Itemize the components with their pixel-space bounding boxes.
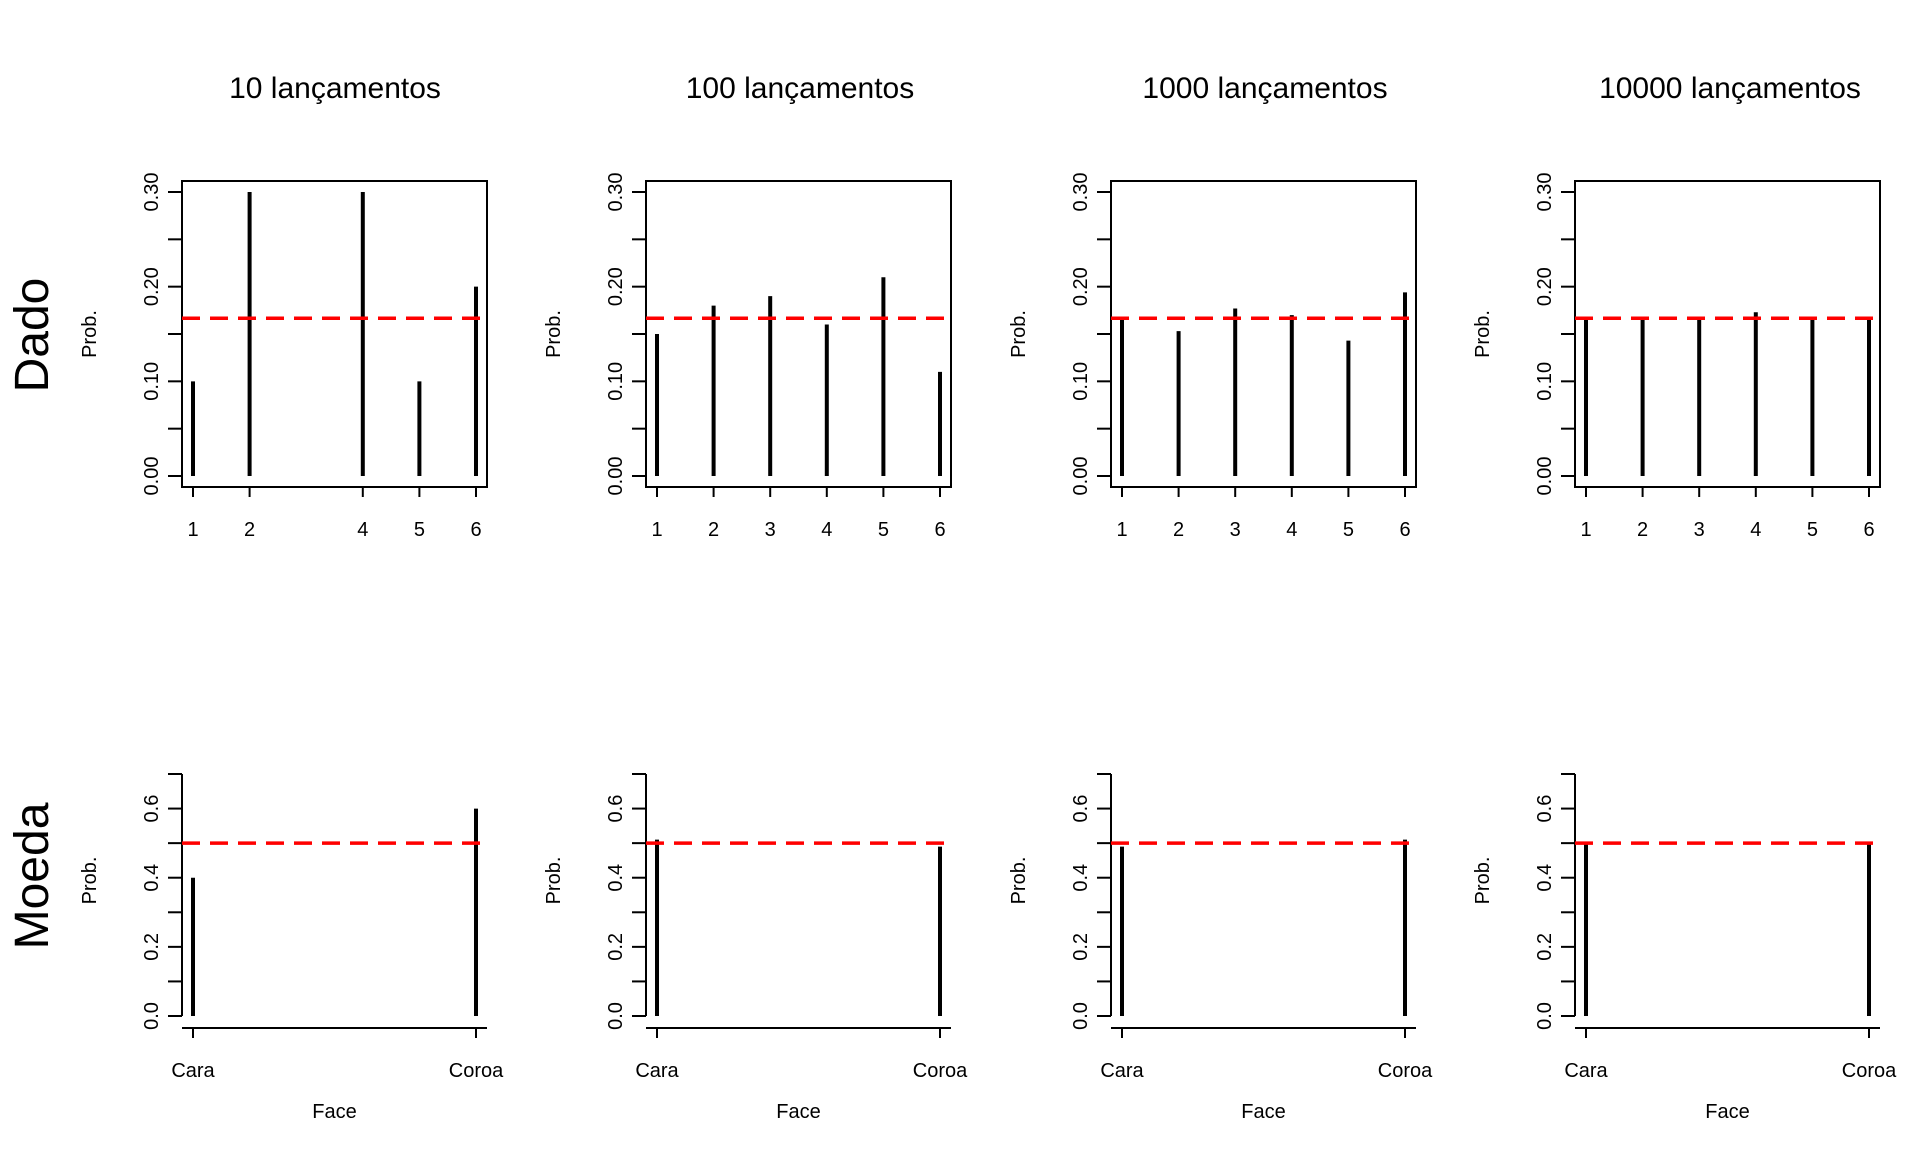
panel-moeda-4: 0.0 0.2 0.4 0.6 Prob. Cara Coroa Face: [1472, 773, 1897, 1123]
y-tick-label: 0.0: [1534, 1002, 1556, 1030]
plot-frame: [181, 180, 488, 488]
x-tick-label: Cara: [635, 1060, 679, 1082]
y-tick-label: 0.00: [1070, 457, 1092, 496]
x-tick-label: 6: [1399, 519, 1410, 541]
panel-dado-3: 0.00 0.10 0.20 0.30 Prob. 1 2 3 4 5 6: [1008, 173, 1417, 541]
x-tick-label: Coroa: [1842, 1060, 1897, 1082]
y-tick-label: 0.2: [605, 933, 627, 961]
y-tick-label: 0.6: [141, 795, 163, 823]
y-tick-label: 0.0: [141, 1002, 163, 1030]
x-tick-label: 2: [244, 519, 255, 541]
row-label-dado: Dado: [6, 278, 59, 393]
y-axis-label: Prob.: [543, 310, 565, 358]
x-tick-label: 4: [821, 519, 832, 541]
panel-dado-2: 0.00 0.10 0.20 0.30 Prob. 1 2 3 4 5 6: [543, 173, 952, 541]
plot-frame: [1574, 180, 1881, 488]
y-tick-label: 0.2: [1070, 933, 1092, 961]
y-tick-label: 0.30: [605, 173, 627, 212]
plot-frame: [645, 180, 952, 488]
y-tick-label: 0.4: [141, 864, 163, 892]
y-tick-label: 0.00: [1534, 457, 1556, 496]
y-tick-label: 0.4: [605, 864, 627, 892]
column-title-100: 100 lançamentos: [686, 72, 915, 105]
x-tick-label: 4: [1750, 519, 1761, 541]
row-labels: Dado Moeda: [6, 278, 59, 950]
x-tick-label: 1: [187, 519, 198, 541]
column-title-10: 10 lançamentos: [229, 72, 441, 105]
plot-frame: [1110, 180, 1417, 488]
y-axis-label: Prob.: [1472, 310, 1494, 358]
y-tick-label: 0.4: [1534, 864, 1556, 892]
column-title-10000: 10000 lançamentos: [1599, 72, 1861, 105]
x-tick-label: 5: [878, 519, 889, 541]
y-axis-label: Prob.: [1008, 857, 1030, 905]
x-tick-label: 5: [1343, 519, 1354, 541]
y-tick-label: 0.6: [1070, 795, 1092, 823]
y-tick-label: 0.0: [1070, 1002, 1092, 1030]
y-tick-label: 0.10: [1534, 362, 1556, 401]
panel-moeda-1: 0.0 0.2 0.4 0.6 Prob. Cara Coroa Face: [79, 773, 504, 1123]
y-tick-label: 0.20: [141, 267, 163, 306]
y-tick-label: 0.2: [141, 933, 163, 961]
x-tick-label: 6: [934, 519, 945, 541]
y-tick-label: 0.2: [1534, 933, 1556, 961]
x-tick-label: 4: [1286, 519, 1297, 541]
x-tick-label: 3: [765, 519, 776, 541]
y-tick-label: 0.30: [1534, 173, 1556, 212]
y-tick-label: 0.10: [141, 362, 163, 401]
x-tick-label: Cara: [1100, 1060, 1144, 1082]
x-axis-label: Face: [1705, 1101, 1749, 1123]
x-tick-label: Coroa: [449, 1060, 504, 1082]
x-tick-label: Cara: [171, 1060, 215, 1082]
y-tick-label: 0.30: [1070, 173, 1092, 212]
x-axis-label: Face: [776, 1101, 820, 1123]
x-tick-label: 1: [651, 519, 662, 541]
y-tick-label: 0.30: [141, 173, 163, 212]
panel-dado-1: 0.00 0.10 0.20 0.30 Prob. 1 2 4 5 6: [79, 173, 488, 541]
y-axis-label: Prob.: [79, 857, 101, 905]
y-tick-label: 0.6: [605, 795, 627, 823]
column-titles: 10 lançamentos 100 lançamentos 1000 lanç…: [229, 72, 1861, 105]
y-tick-label: 0.20: [1070, 267, 1092, 306]
x-axis-label: Face: [1241, 1101, 1285, 1123]
panel-moeda-2: 0.0 0.2 0.4 0.6 Prob. Cara Coroa Face: [543, 773, 968, 1123]
x-tick-label: 1: [1580, 519, 1591, 541]
y-axis-label: Prob.: [79, 310, 101, 358]
panel-moeda-3: 0.0 0.2 0.4 0.6 Prob. Cara Coroa Face: [1008, 773, 1433, 1123]
y-axis-label: Prob.: [1472, 857, 1494, 905]
x-tick-label: 2: [708, 519, 719, 541]
x-tick-label: 2: [1173, 519, 1184, 541]
x-tick-label: 6: [1863, 519, 1874, 541]
column-title-1000: 1000 lançamentos: [1142, 72, 1387, 105]
y-tick-label: 0.10: [1070, 362, 1092, 401]
x-tick-label: Coroa: [1378, 1060, 1433, 1082]
x-axis-label: Face: [312, 1101, 356, 1123]
x-tick-label: 3: [1694, 519, 1705, 541]
x-tick-label: 1: [1116, 519, 1127, 541]
x-tick-label: 5: [414, 519, 425, 541]
x-tick-label: 3: [1230, 519, 1241, 541]
y-axis-label: Prob.: [543, 857, 565, 905]
y-tick-label: 0.4: [1070, 864, 1092, 892]
y-tick-label: 0.20: [1534, 267, 1556, 306]
x-tick-label: 2: [1637, 519, 1648, 541]
x-tick-label: 5: [1807, 519, 1818, 541]
y-tick-label: 0.00: [141, 457, 163, 496]
y-axis-label: Prob.: [1008, 310, 1030, 358]
y-tick-label: 0.20: [605, 267, 627, 306]
y-tick-label: 0.6: [1534, 795, 1556, 823]
y-tick-label: 0.10: [605, 362, 627, 401]
x-tick-label: 6: [470, 519, 481, 541]
y-tick-label: 0.00: [605, 457, 627, 496]
y-tick-label: 0.0: [605, 1002, 627, 1030]
x-tick-label: 4: [357, 519, 368, 541]
row-label-moeda: Moeda: [6, 802, 59, 949]
x-tick-label: Coroa: [913, 1060, 968, 1082]
x-tick-label: Cara: [1564, 1060, 1608, 1082]
panel-dado-4: 0.00 0.10 0.20 0.30 Prob. 1 2 3 4 5 6: [1472, 173, 1881, 541]
